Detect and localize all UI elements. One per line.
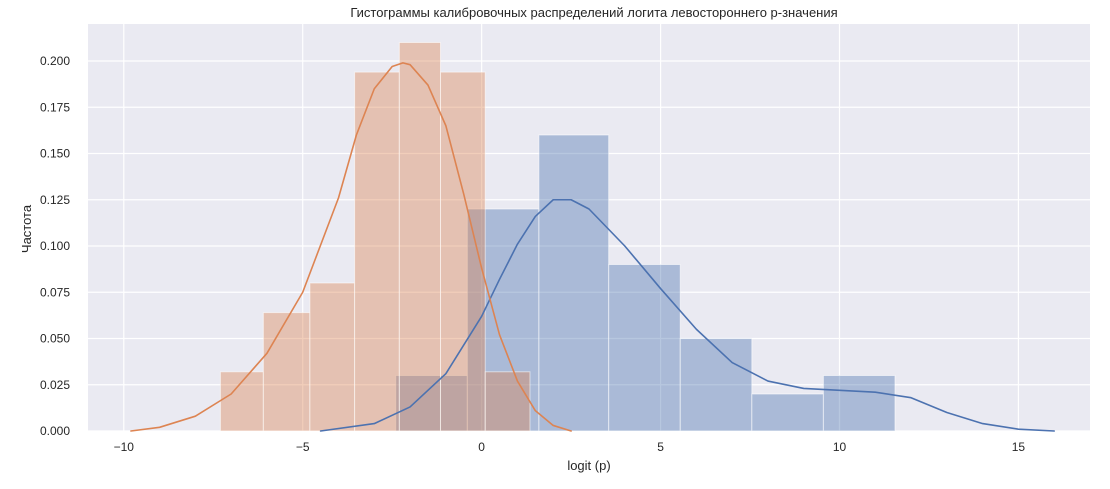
histogram-bar xyxy=(538,134,610,432)
histogram-bar xyxy=(395,375,468,432)
x-tick-label: 15 xyxy=(1012,440,1026,454)
y-tick-label: 0.125 xyxy=(40,193,70,207)
y-tick-label: 0.150 xyxy=(40,147,70,161)
x-axis-label: logit (p) xyxy=(567,458,610,473)
y-tick-label: 0.200 xyxy=(40,54,70,68)
y-tick-label: 0.175 xyxy=(40,100,70,114)
y-tick-label: 0.075 xyxy=(40,285,70,299)
y-tick-label: 0.025 xyxy=(40,378,70,392)
histogram-bar xyxy=(822,375,896,432)
histogram-bar xyxy=(398,42,441,432)
y-axis-label: Частота xyxy=(19,204,34,253)
histogram-bar xyxy=(354,71,400,432)
x-tick-label: 10 xyxy=(833,440,847,454)
plot-area xyxy=(88,24,1090,431)
kde-curves xyxy=(130,62,1056,432)
chart-title: Гистограммы калибровочных распределений … xyxy=(350,5,837,20)
grid xyxy=(88,24,1090,432)
x-tick-label: −10 xyxy=(114,440,135,454)
histogram-bar xyxy=(751,393,824,432)
histogram-bar xyxy=(484,371,531,432)
kde-line xyxy=(319,198,1056,432)
histogram-bar xyxy=(679,338,753,432)
y-tick-label: 0.050 xyxy=(40,332,70,346)
y-tick-label: 0.100 xyxy=(40,239,70,253)
tick-labels: −10 −5 0 5 10 15 0.000 0.025 0.050 0.075 0.100 0.12… xyxy=(40,54,1025,454)
x-tick-label: 5 xyxy=(657,440,664,454)
histogram-bar xyxy=(439,71,486,432)
kde-line xyxy=(130,62,572,432)
x-tick-label: −5 xyxy=(296,440,310,454)
histogram-bar xyxy=(309,282,356,432)
histogram-bar xyxy=(608,264,681,432)
y-tick-label: 0.000 xyxy=(40,424,70,438)
histogram-bar xyxy=(262,312,311,432)
x-tick-label: 0 xyxy=(478,440,485,454)
